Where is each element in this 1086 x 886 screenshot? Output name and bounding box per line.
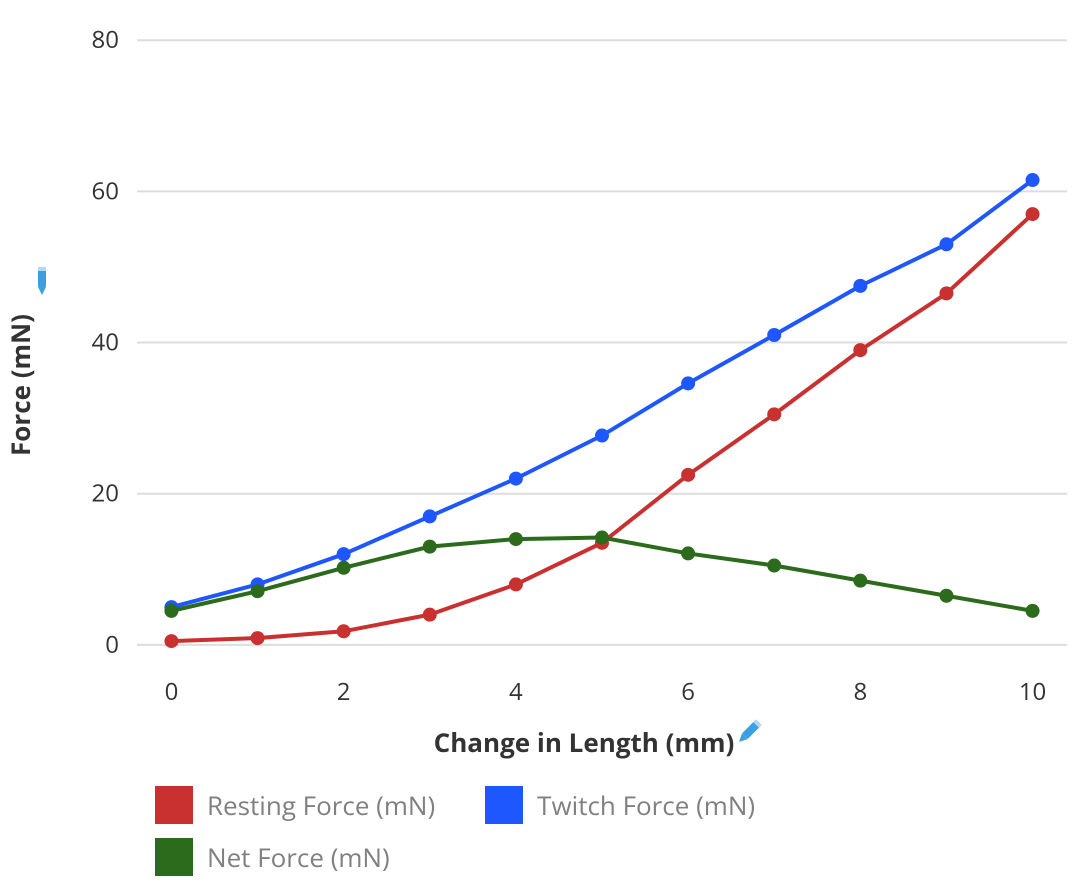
series-marker-resting xyxy=(767,407,781,421)
legend-label-net: Net Force (mN) xyxy=(207,839,390,875)
series-marker-twitch xyxy=(595,429,609,443)
x-tick-label: 0 xyxy=(165,675,179,708)
x-tick-label: 10 xyxy=(1019,675,1046,708)
x-tick-label: 6 xyxy=(681,675,695,708)
series-marker-twitch xyxy=(423,509,437,523)
legend-item-twitch[interactable]: Twitch Force (mN) xyxy=(485,782,755,828)
y-tick-label: 40 xyxy=(92,326,119,359)
series-marker-twitch xyxy=(853,279,867,293)
y-axis-label: Force (mN) xyxy=(2,314,38,456)
series-marker-twitch xyxy=(767,328,781,342)
series-marker-net xyxy=(423,540,437,554)
legend-swatch-resting xyxy=(155,786,193,824)
series-marker-twitch xyxy=(337,547,351,561)
x-axis-label: Change in Length (mm) xyxy=(434,724,735,760)
series-marker-resting xyxy=(164,634,178,648)
series-marker-twitch xyxy=(1026,173,1040,187)
legend-swatch-twitch xyxy=(485,786,523,824)
series-marker-net xyxy=(595,531,609,545)
legend-item-resting[interactable]: Resting Force (mN) xyxy=(155,782,435,828)
series-marker-twitch xyxy=(681,376,695,390)
y-tick-label: 60 xyxy=(92,174,119,207)
legend-swatch-net xyxy=(155,838,193,876)
series-marker-resting xyxy=(1026,207,1040,221)
series-marker-resting xyxy=(337,624,351,638)
series-marker-resting xyxy=(509,577,523,591)
chart-legend: Resting Force (mN) Twitch Force (mN) Net… xyxy=(155,782,1005,886)
series-marker-resting xyxy=(853,343,867,357)
series-marker-net xyxy=(767,559,781,573)
y-tick-label: 0 xyxy=(105,628,119,661)
series-line-resting xyxy=(171,214,1032,641)
series-marker-resting xyxy=(681,468,695,482)
y-tick-label: 80 xyxy=(92,23,119,56)
series-marker-resting xyxy=(251,631,265,645)
series-marker-twitch xyxy=(509,472,523,486)
chart-svg: 0 20 40 60 80 0 2 4 6 8 10 Change in Length (mm) For… xyxy=(0,0,1086,886)
x-tick-label: 4 xyxy=(509,675,523,708)
x-tick-label: 8 xyxy=(853,675,867,708)
series-marker-net xyxy=(1026,604,1040,618)
series-marker-resting xyxy=(423,608,437,622)
edit-y-axis-icon[interactable] xyxy=(38,267,46,295)
series-marker-twitch xyxy=(939,237,953,251)
series-marker-net xyxy=(939,589,953,603)
series-marker-net xyxy=(251,584,265,598)
series-marker-net xyxy=(164,604,178,618)
series-marker-net xyxy=(337,561,351,575)
series-marker-resting xyxy=(939,286,953,300)
force-length-chart: 0 20 40 60 80 0 2 4 6 8 10 Change in Length (mm) For… xyxy=(0,0,1086,886)
series-marker-net xyxy=(681,546,695,560)
series-marker-net xyxy=(509,532,523,546)
y-tick-label: 20 xyxy=(92,477,119,510)
edit-x-axis-icon[interactable] xyxy=(736,719,761,744)
x-tick-label: 2 xyxy=(337,675,351,708)
legend-label-resting: Resting Force (mN) xyxy=(207,787,435,823)
series-marker-net xyxy=(853,574,867,588)
legend-item-net[interactable]: Net Force (mN) xyxy=(155,834,455,880)
legend-label-twitch: Twitch Force (mN) xyxy=(537,787,755,823)
